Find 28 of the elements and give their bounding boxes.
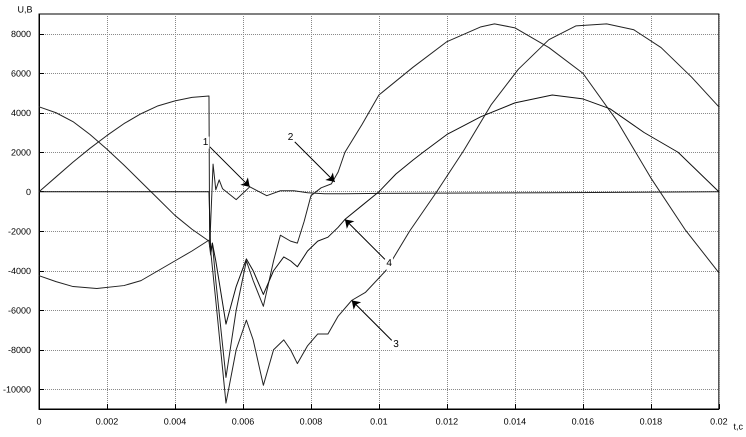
x-tick-label: 0.002 (96, 416, 118, 426)
x-tick-label: 0.016 (572, 416, 594, 426)
x-tick-label: 0.012 (436, 416, 458, 426)
y-tick-label: 4000 (10, 108, 32, 118)
x-tick-label: 0.01 (370, 416, 388, 426)
x-tick-label: 0.004 (164, 416, 186, 426)
line-series (38, 94, 720, 325)
x-tick-label: 0.006 (232, 416, 254, 426)
x-tick-label: 0.018 (640, 416, 662, 426)
y-tick-label: -8000 (8, 344, 32, 355)
y-tick-label: 0 (26, 186, 32, 197)
x-axis-title: t,c (733, 422, 744, 432)
y-tick-label: -2000 (8, 226, 32, 236)
x-tick-label: 0 (36, 416, 42, 426)
x-tick-label: 0.014 (504, 416, 526, 426)
x-tick-label: 0.02 (710, 416, 728, 426)
y-tick-label: 6000 (10, 68, 32, 78)
y-tick-label: -10000 (2, 384, 32, 394)
y-tick-label: 8000 (10, 28, 32, 39)
y-tick-label: 2000 (10, 147, 32, 158)
y-axis-title: U,B (18, 4, 33, 14)
x-tick-label: 0.008 (300, 416, 322, 426)
y-tick-label: -6000 (8, 305, 32, 316)
annotation: 2 (288, 132, 294, 144)
annotation: 4 (386, 258, 392, 270)
y-tick-label: -4000 (8, 266, 32, 276)
annotation: 3 (393, 339, 400, 350)
annotation: 1 (202, 137, 209, 148)
